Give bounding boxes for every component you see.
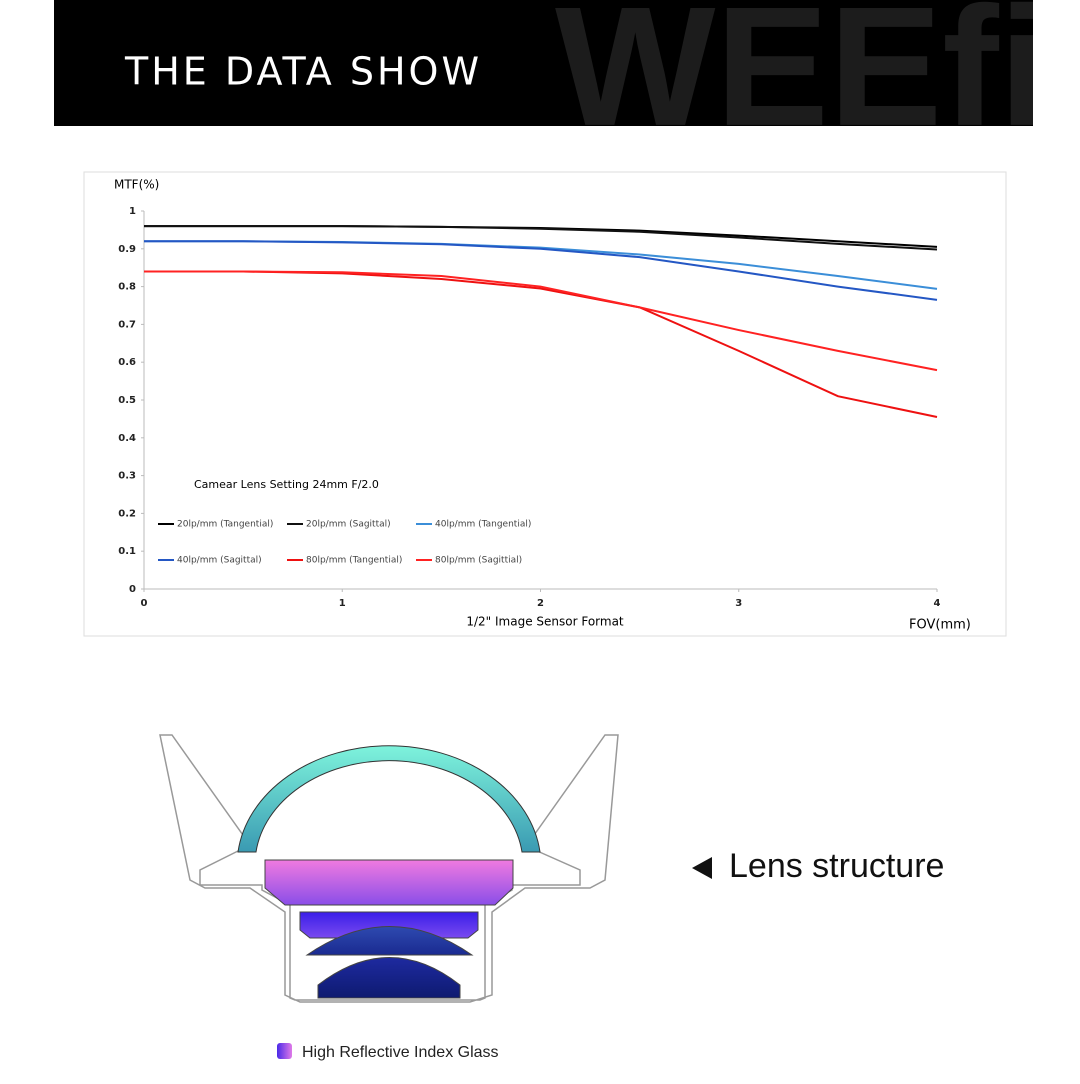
- legend-swatch: [277, 1043, 292, 1059]
- legend-label: 40lp/mm (Sagittal): [177, 556, 262, 566]
- series-line: [144, 225, 938, 251]
- legend-label: 20lp/mm (Tangential): [177, 520, 273, 530]
- pointer-arrow: [692, 857, 712, 879]
- x-axis-caption: 1/2" Image Sensor Format: [466, 615, 624, 629]
- x-tick-label: 4: [934, 598, 941, 609]
- y-tick-label: 0.5: [118, 395, 136, 406]
- legend-label: 20lp/mm (Sagittal): [306, 520, 391, 530]
- header-watermark: WEEfi: [555, 0, 1046, 162]
- lens-diagram: Lens structure High Reflective Index Gla…: [159, 734, 944, 1061]
- y-tick-label: 0.3: [118, 471, 136, 482]
- legend-label: 80lp/mm (Sagittial): [435, 556, 522, 566]
- x-axis-label: FOV(mm): [909, 618, 971, 633]
- lens-element: [299, 911, 479, 939]
- legend-label: 80lp/mm (Tangential): [306, 556, 402, 566]
- lens-element: [264, 859, 514, 906]
- y-tick-label: 0.9: [118, 244, 136, 255]
- y-tick-label: 0.6: [118, 357, 136, 368]
- y-tick-label: 0.8: [118, 282, 136, 293]
- x-tick-label: 0: [141, 598, 148, 609]
- header-bar: [54, 0, 1033, 126]
- y-tick-label: 0.7: [118, 319, 136, 330]
- lens-element: [317, 957, 461, 999]
- plot: 0 0.1 0.2 0.3 0.4 0.5 0.6 0.7 0.8 0.9 1 0 1 2 3 4 20lp/m…: [118, 206, 940, 609]
- lens-housing: [159, 734, 619, 1003]
- x-tick-label: 1: [339, 598, 346, 609]
- annotation: Camear Lens Setting 24mm F/2.0: [194, 478, 379, 491]
- lens-legend: High Reflective Index Glass: [302, 1044, 499, 1061]
- lens-element: [305, 926, 474, 956]
- header-title: THE DATA SHOW: [124, 50, 482, 94]
- y-tick-label: 0.1: [118, 546, 136, 557]
- y-tick-label: 1: [129, 206, 136, 217]
- x-tick-label: 3: [735, 598, 742, 609]
- y-tick-label: 0.4: [118, 433, 136, 444]
- y-axis-label: MTF(%): [114, 178, 159, 192]
- legend-label: 40lp/mm (Tangential): [435, 520, 531, 530]
- series-line: [144, 240, 938, 301]
- y-tick-label: 0.2: [118, 508, 136, 519]
- y-tick-label: 0: [129, 584, 136, 595]
- x-tick-label: 2: [537, 598, 544, 609]
- lens-label: Lens structure: [729, 847, 944, 885]
- series-line: [144, 270, 938, 372]
- lens-dome: [237, 745, 541, 853]
